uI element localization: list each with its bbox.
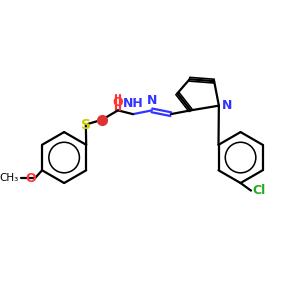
- Text: Cl: Cl: [253, 184, 266, 197]
- Text: O: O: [25, 172, 36, 185]
- Text: S: S: [81, 118, 91, 131]
- Text: N: N: [222, 99, 232, 112]
- Text: NH: NH: [123, 98, 143, 110]
- Text: CH₃: CH₃: [0, 173, 19, 183]
- Text: N: N: [147, 94, 157, 106]
- Text: O: O: [112, 96, 123, 109]
